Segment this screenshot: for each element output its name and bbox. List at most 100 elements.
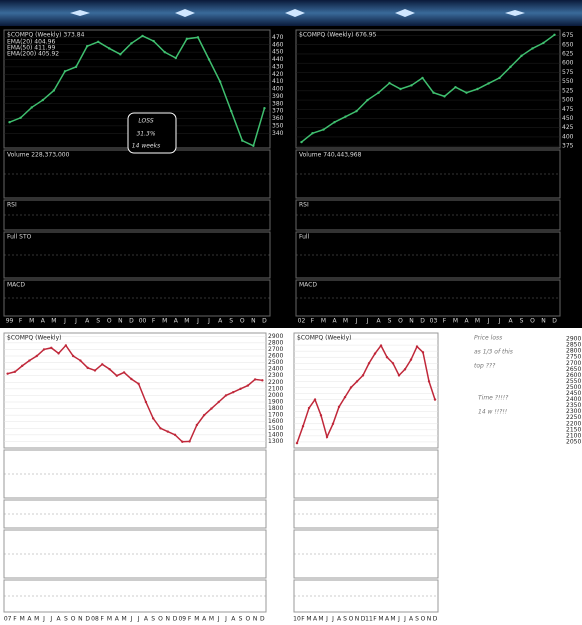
y-tick-label: 500 xyxy=(562,97,574,104)
x-tick-label: A xyxy=(409,616,414,623)
price-point xyxy=(28,359,31,362)
y-tick-label: 2050 xyxy=(566,438,581,445)
price-point xyxy=(331,422,335,425)
price-point xyxy=(454,85,457,89)
price-point xyxy=(50,346,53,350)
price-point xyxy=(509,65,512,69)
x-tick-label: S xyxy=(415,616,419,623)
price-point xyxy=(367,362,371,365)
price-point xyxy=(108,47,111,50)
price-point xyxy=(86,366,89,370)
x-tick-label: A xyxy=(464,318,469,325)
y-tick-label: 2300 xyxy=(566,408,581,415)
legend-entry: EMA(20) 404.96 xyxy=(7,39,55,46)
plot-area xyxy=(3,332,267,449)
x-tick-label: M xyxy=(306,616,311,623)
y-tick-label: 2200 xyxy=(566,420,581,427)
x-tick-label: D xyxy=(420,318,425,325)
x-tick-label: J xyxy=(217,616,220,623)
price-point xyxy=(391,362,395,365)
x-tick-label: D xyxy=(260,616,265,623)
x-tick-label: O xyxy=(398,318,403,325)
x-tick-label: D xyxy=(361,616,366,623)
price-point xyxy=(421,76,424,80)
price-point xyxy=(344,115,347,118)
y-tick-label: 2600 xyxy=(268,353,283,360)
x-tick-label: J xyxy=(487,318,490,325)
annotation: LOSS xyxy=(138,118,153,125)
price-point xyxy=(403,368,407,371)
x-tick-label: N xyxy=(427,616,432,623)
price-point xyxy=(202,413,206,417)
y-tick-label: 400 xyxy=(562,133,574,140)
x-tick-label: F xyxy=(311,318,315,325)
price-point xyxy=(97,40,100,43)
x-tick-label: O xyxy=(71,616,76,623)
x-tick-label: M xyxy=(475,318,480,325)
x-tick-label: O xyxy=(421,616,426,623)
annotation: top ??? xyxy=(474,363,496,370)
price-point xyxy=(152,39,155,43)
x-tick-label: J xyxy=(74,318,77,325)
y-tick-label: 575 xyxy=(562,69,574,76)
price-point xyxy=(253,378,257,381)
y-tick-label: 390 xyxy=(272,93,284,100)
x-tick-label: S xyxy=(520,318,524,325)
price-point xyxy=(20,364,24,368)
y-tick-label: 450 xyxy=(562,115,574,122)
y-tick-label: 600 xyxy=(562,60,574,67)
price-point xyxy=(300,140,303,144)
y-tick-label: 2800 xyxy=(566,348,581,355)
price-point xyxy=(35,354,38,358)
price-line xyxy=(301,34,555,143)
panel-label: Volume 740,443,968 xyxy=(299,152,362,159)
banner-stars xyxy=(70,9,525,17)
x-tick-label: F xyxy=(13,616,17,623)
price-point xyxy=(181,440,184,443)
x-tick-label: O xyxy=(530,318,535,325)
y-tick-label: 525 xyxy=(562,87,574,94)
x-tick-label: J xyxy=(325,616,328,623)
x-tick-label: M xyxy=(20,616,25,623)
price-point xyxy=(301,425,305,428)
y-tick-label: 2750 xyxy=(566,354,581,361)
legend-entry: EMA(200) 405.92 xyxy=(7,51,59,58)
x-tick-label: N xyxy=(166,616,171,623)
price-point xyxy=(377,91,380,94)
price-point xyxy=(8,120,11,124)
price-point xyxy=(119,53,122,56)
chart-title: $COMPQ (Weekly) xyxy=(7,335,62,342)
price-point xyxy=(108,367,111,371)
x-tick-label: M xyxy=(121,616,126,623)
y-tick-label: 2150 xyxy=(566,426,581,433)
y-tick-label: 2900 xyxy=(268,333,283,340)
y-tick-label: 2200 xyxy=(268,379,283,386)
price-point xyxy=(230,109,233,113)
price-point xyxy=(337,405,341,409)
indicator-panel xyxy=(3,529,267,579)
x-tick-label: N xyxy=(409,318,414,325)
price-point xyxy=(210,407,213,410)
y-tick-label: 340 xyxy=(272,130,284,137)
price-point xyxy=(207,58,211,61)
price-point xyxy=(361,374,365,377)
x-tick-label: J xyxy=(403,616,406,623)
chart-title: $COMPQ (Weekly) xyxy=(297,335,352,342)
y-tick-label: 450 xyxy=(272,49,284,56)
price-point xyxy=(174,56,177,60)
price-point xyxy=(13,370,17,373)
indicator-panel xyxy=(3,449,267,499)
plot-area xyxy=(295,29,561,149)
price-point xyxy=(319,414,323,417)
price-point xyxy=(195,423,199,427)
x-tick-label: F xyxy=(19,318,23,325)
price-point xyxy=(79,359,82,362)
chart-title: $COMPQ (Weekly) 676.95 xyxy=(299,32,377,39)
price-point xyxy=(311,132,314,135)
x-tick-label: M xyxy=(209,616,214,623)
price-point xyxy=(252,144,255,147)
x-tick-label: D xyxy=(262,318,267,325)
x-tick-label: S xyxy=(151,616,155,623)
price-point xyxy=(93,369,97,372)
